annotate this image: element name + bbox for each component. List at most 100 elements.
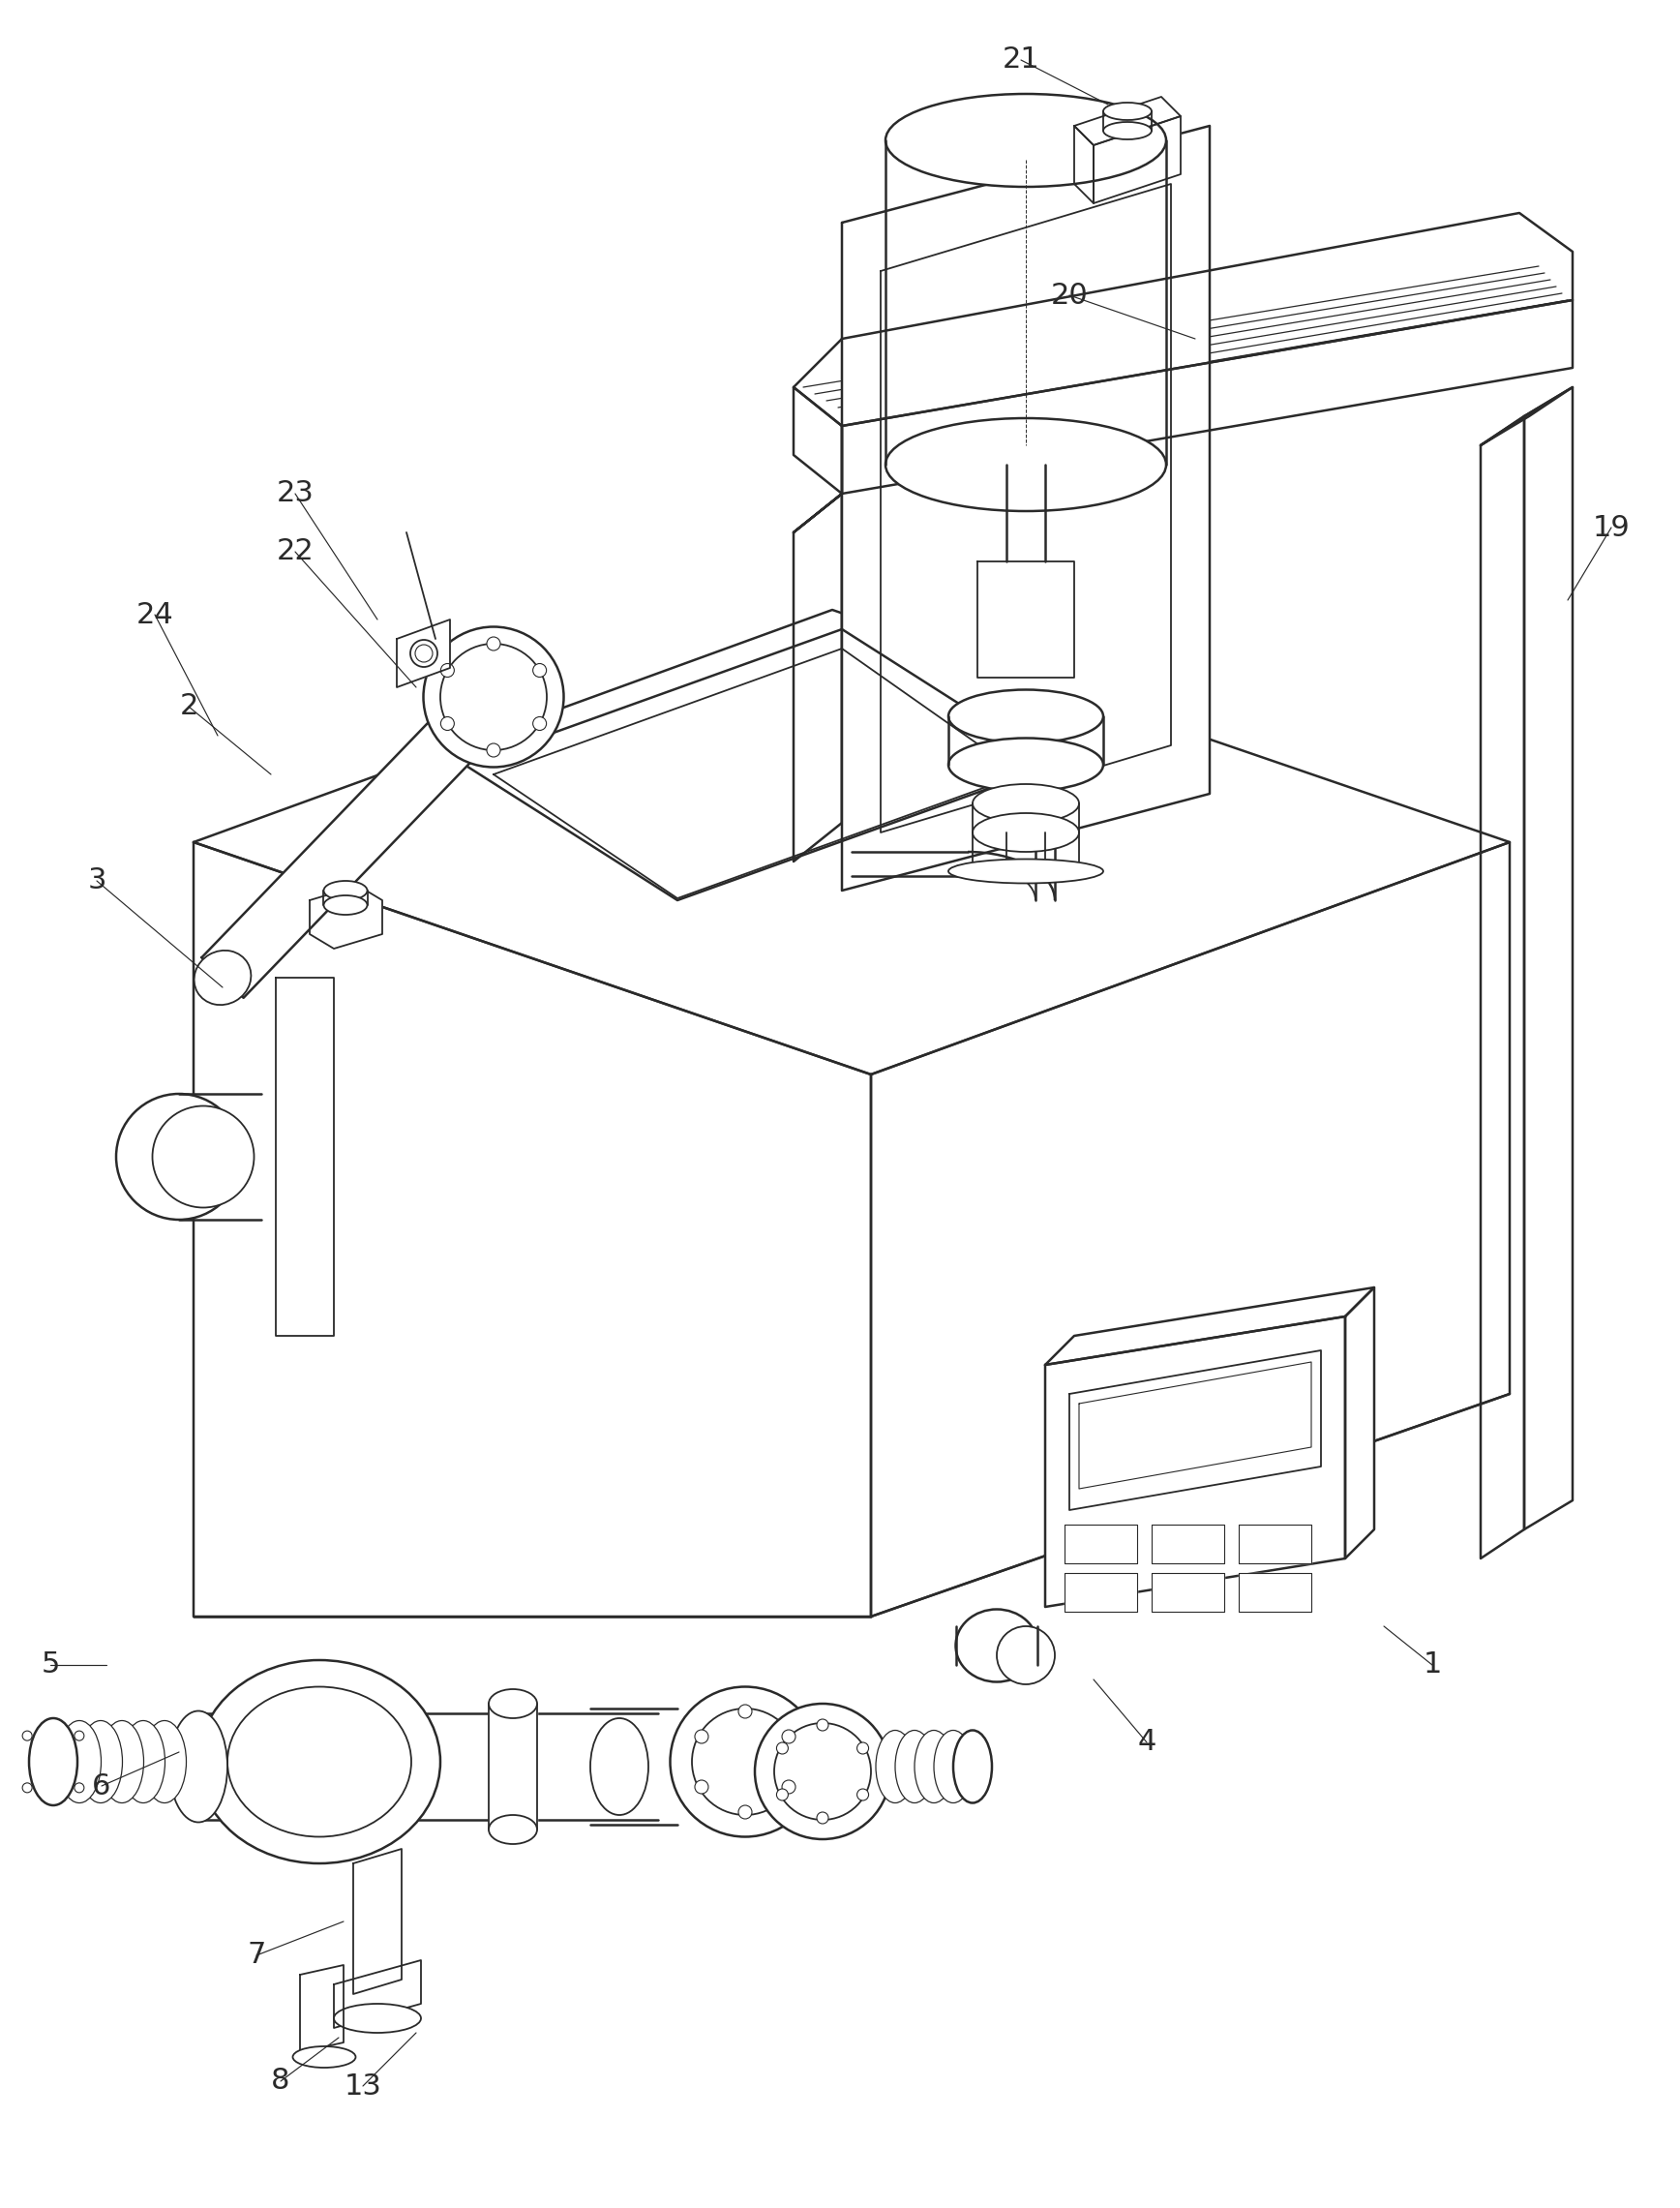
Polygon shape bbox=[880, 183, 1171, 832]
Polygon shape bbox=[489, 1705, 538, 1830]
Circle shape bbox=[440, 665, 454, 678]
Text: 20: 20 bbox=[1050, 280, 1089, 309]
Ellipse shape bbox=[996, 1627, 1055, 1685]
Ellipse shape bbox=[153, 1106, 254, 1208]
Ellipse shape bbox=[949, 859, 1104, 883]
Ellipse shape bbox=[885, 95, 1166, 188]
Ellipse shape bbox=[1104, 121, 1151, 139]
Text: 2: 2 bbox=[180, 693, 198, 720]
Polygon shape bbox=[842, 300, 1572, 495]
Circle shape bbox=[776, 1742, 788, 1753]
Polygon shape bbox=[276, 978, 334, 1336]
Polygon shape bbox=[1065, 1572, 1137, 1612]
Circle shape bbox=[776, 1788, 788, 1800]
Circle shape bbox=[74, 1782, 84, 1793]
Ellipse shape bbox=[692, 1709, 798, 1815]
Polygon shape bbox=[334, 1961, 422, 2027]
Ellipse shape bbox=[195, 949, 250, 1005]
Ellipse shape bbox=[116, 1093, 242, 1219]
Ellipse shape bbox=[956, 1610, 1038, 1682]
Text: 24: 24 bbox=[136, 601, 173, 629]
Ellipse shape bbox=[914, 1731, 953, 1804]
Circle shape bbox=[696, 1729, 709, 1744]
Circle shape bbox=[22, 1731, 32, 1740]
Ellipse shape bbox=[973, 813, 1079, 852]
Polygon shape bbox=[1151, 1524, 1225, 1563]
Text: 21: 21 bbox=[1003, 46, 1040, 75]
Ellipse shape bbox=[198, 1660, 440, 1864]
Ellipse shape bbox=[885, 417, 1166, 510]
Text: 23: 23 bbox=[276, 479, 314, 508]
Circle shape bbox=[74, 1731, 84, 1740]
Polygon shape bbox=[1074, 97, 1181, 146]
Ellipse shape bbox=[410, 640, 437, 667]
Polygon shape bbox=[870, 841, 1510, 1616]
Circle shape bbox=[816, 1813, 828, 1824]
Ellipse shape bbox=[334, 2003, 422, 2034]
Text: 1: 1 bbox=[1423, 1652, 1441, 1678]
Circle shape bbox=[857, 1788, 869, 1800]
Text: 8: 8 bbox=[270, 2067, 291, 2095]
Circle shape bbox=[533, 665, 546, 678]
Ellipse shape bbox=[489, 1689, 538, 1718]
Polygon shape bbox=[464, 629, 1055, 901]
Polygon shape bbox=[1346, 1287, 1374, 1559]
Polygon shape bbox=[1070, 1351, 1320, 1510]
Polygon shape bbox=[1045, 1316, 1346, 1607]
Ellipse shape bbox=[143, 1720, 186, 1804]
Ellipse shape bbox=[292, 2047, 356, 2067]
Polygon shape bbox=[193, 609, 1510, 1075]
Ellipse shape bbox=[953, 1731, 991, 1804]
Ellipse shape bbox=[29, 1718, 77, 1806]
Text: 3: 3 bbox=[87, 868, 106, 894]
Text: 6: 6 bbox=[92, 1771, 111, 1800]
Ellipse shape bbox=[121, 1720, 165, 1804]
Ellipse shape bbox=[455, 680, 512, 733]
Polygon shape bbox=[842, 126, 1210, 890]
Circle shape bbox=[696, 1780, 709, 1793]
Polygon shape bbox=[1480, 417, 1524, 1559]
Polygon shape bbox=[1094, 117, 1181, 203]
Ellipse shape bbox=[1104, 102, 1151, 119]
Ellipse shape bbox=[774, 1722, 870, 1819]
Circle shape bbox=[816, 1720, 828, 1731]
Circle shape bbox=[440, 718, 454, 731]
Polygon shape bbox=[1151, 1572, 1225, 1612]
Polygon shape bbox=[202, 687, 504, 998]
Ellipse shape bbox=[227, 1687, 412, 1837]
Text: 4: 4 bbox=[1137, 1729, 1156, 1755]
Ellipse shape bbox=[170, 1711, 227, 1822]
Ellipse shape bbox=[875, 1731, 914, 1804]
Polygon shape bbox=[978, 561, 1074, 678]
Ellipse shape bbox=[79, 1720, 123, 1804]
Ellipse shape bbox=[670, 1687, 820, 1837]
Ellipse shape bbox=[949, 689, 1104, 742]
Ellipse shape bbox=[440, 645, 546, 751]
Polygon shape bbox=[1079, 1362, 1312, 1488]
Polygon shape bbox=[1045, 1287, 1374, 1365]
Circle shape bbox=[739, 1705, 753, 1718]
Polygon shape bbox=[1238, 1524, 1312, 1563]
Circle shape bbox=[487, 636, 501, 651]
Polygon shape bbox=[494, 649, 1021, 899]
Polygon shape bbox=[193, 841, 870, 1616]
Ellipse shape bbox=[590, 1718, 648, 1815]
Polygon shape bbox=[793, 464, 890, 532]
Polygon shape bbox=[1238, 1572, 1312, 1612]
Circle shape bbox=[22, 1782, 32, 1793]
Polygon shape bbox=[842, 464, 890, 824]
Ellipse shape bbox=[423, 627, 564, 766]
Ellipse shape bbox=[973, 784, 1079, 824]
Text: 5: 5 bbox=[40, 1652, 60, 1678]
Ellipse shape bbox=[895, 1731, 934, 1804]
Ellipse shape bbox=[324, 881, 368, 901]
Polygon shape bbox=[793, 386, 842, 495]
Text: 19: 19 bbox=[1593, 514, 1630, 541]
Text: 7: 7 bbox=[247, 1941, 265, 1970]
Polygon shape bbox=[1074, 126, 1094, 203]
Circle shape bbox=[487, 744, 501, 757]
Text: 22: 22 bbox=[277, 539, 314, 565]
Circle shape bbox=[739, 1806, 753, 1819]
Polygon shape bbox=[1065, 1524, 1137, 1563]
Circle shape bbox=[533, 718, 546, 731]
